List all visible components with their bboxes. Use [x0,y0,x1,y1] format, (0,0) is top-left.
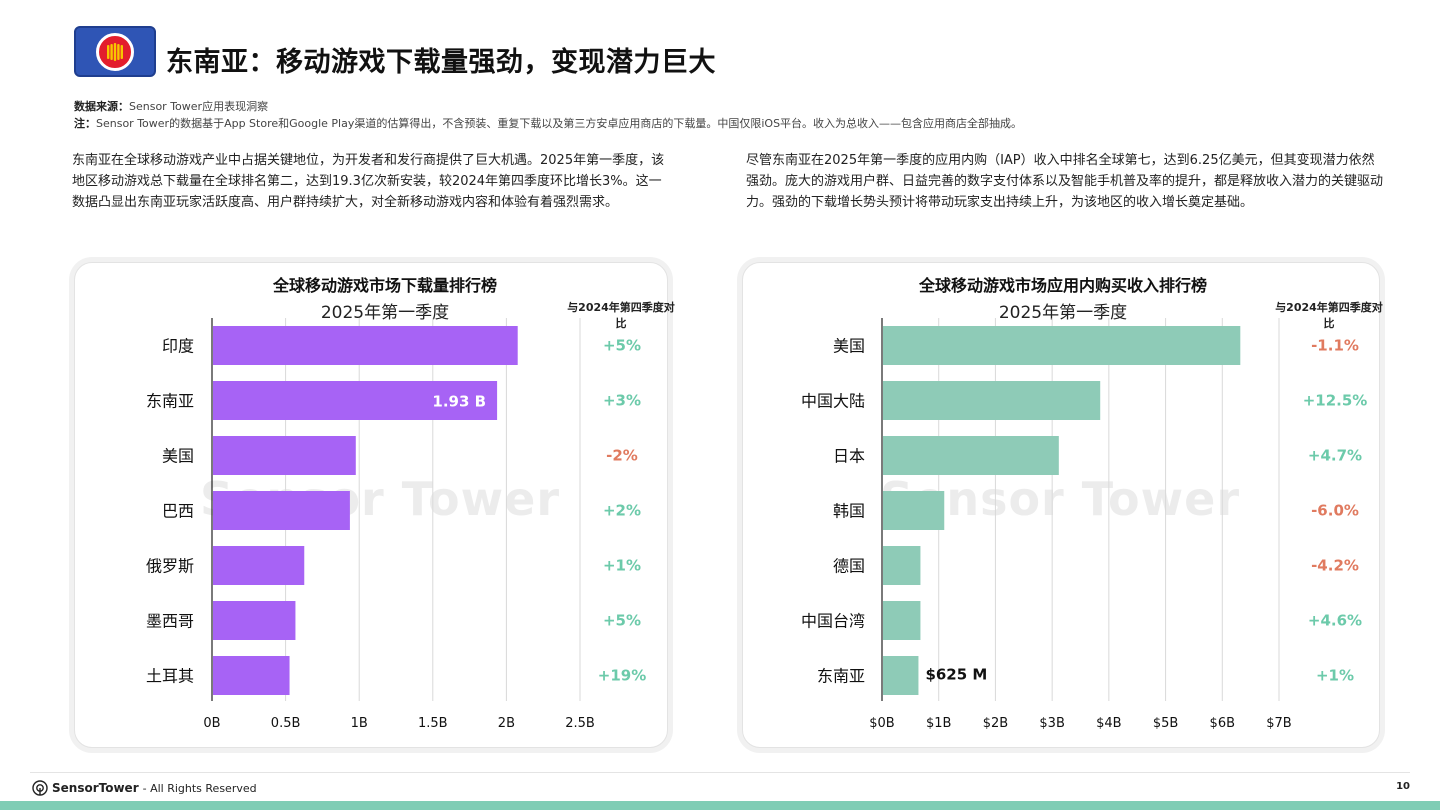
downloads-category-label: 印度 [162,337,194,356]
bottom-accent-strip [0,801,1440,810]
revenue-category-label: 中国台湾 [801,612,865,631]
downloads-yoy-value: -2% [606,447,638,465]
downloads-bar [213,546,305,585]
revenue-yoy-value: +4.7% [1308,447,1362,465]
right-paragraph: 尽管东南亚在2025年第一季度的应用内购（IAP）收入中排名全球第七，达到6.2… [746,153,1384,210]
note-line: 注：Sensor Tower的数据基于App Store和Google Play… [74,115,1022,132]
downloads-bar [213,601,296,640]
revenue-bar [883,656,919,695]
revenue-tick-label: $2B [983,716,1008,731]
downloads-category-label: 墨西哥 [146,612,194,631]
source-line: 数据来源：Sensor Tower应用表现洞察 [74,98,1022,115]
source-text: Sensor Tower应用表现洞察 [129,100,269,113]
footer: SensorTower - All Rights Reserved [32,780,257,796]
downloads-category-label: 美国 [162,447,194,466]
revenue-yoy-header: 与2024年第四季度对比 [1275,301,1383,330]
source-label: 数据来源： [74,100,129,113]
footer-rights: - All Rights Reserved [142,781,257,795]
revenue-bar [883,381,1101,420]
revenue-category-label: 德国 [833,557,865,576]
downloads-chart-title: 全球移动游戏市场下载量排行榜 [272,276,497,295]
downloads-tick-label: 0.5B [271,716,301,731]
downloads-category-label: 土耳其 [146,667,194,686]
downloads-tick-label: 1.5B [418,716,448,731]
revenue-bar [883,546,921,585]
downloads-category-label: 俄罗斯 [146,557,194,576]
revenue-data-label: $625 M [925,666,987,684]
downloads-bar [213,326,518,365]
downloads-yoy-value: +2% [603,502,641,520]
downloads-bar [213,656,290,695]
downloads-tick-label: 2B [498,716,515,731]
downloads-bar [213,491,350,530]
left-paragraph: 东南亚在全球移动游戏产业中占据关键地位，为开发者和发行商提供了巨大机遇。2025… [72,153,665,210]
footer-brand: SensorTower [52,781,139,795]
revenue-yoy-value: +12.5% [1303,392,1368,410]
note-label: 注： [74,117,96,130]
page-number: 10 [1396,781,1410,792]
footer-divider [30,772,1410,773]
downloads-tick-label: 1B [351,716,368,731]
downloads-bar [213,436,356,475]
revenue-category-label: 美国 [833,337,865,356]
asean-logo [74,26,156,77]
revenue-yoy-value: -1.1% [1311,337,1359,355]
revenue-tick-label: $7B [1266,716,1291,731]
revenue-chart-subtitle: 2025年第一季度 [998,303,1128,323]
sensor-tower-logo-icon [32,780,48,796]
downloads-tick-label: 0B [203,716,220,731]
revenue-yoy-value: -6.0% [1311,502,1359,520]
downloads-yoy-value: +19% [598,667,646,685]
downloads-data-label: 1.93 B [432,393,486,411]
revenue-bar [883,491,945,530]
revenue-category-label: 日本 [833,447,865,466]
revenue-tick-label: $3B [1039,716,1064,731]
revenue-yoy-value: +4.6% [1308,612,1362,630]
revenue-bar [883,601,921,640]
revenue-category-label: 东南亚 [817,667,865,686]
revenue-tick-label: $0B [869,716,894,731]
downloads-yoy-value: +3% [603,392,641,410]
revenue-yoy-value: +1% [1316,667,1354,685]
downloads-yoy-value: +1% [603,557,641,575]
downloads-chart-subtitle: 2025年第一季度 [320,303,450,323]
downloads-category-label: 东南亚 [146,392,194,411]
revenue-category-label: 韩国 [833,502,865,521]
downloads-yoy-value: +5% [603,337,641,355]
revenue-category-label: 中国大陆 [801,392,865,411]
page-title: 东南亚：移动游戏下载量强劲，变现潜力巨大 [166,47,716,78]
downloads-yoy-value: +5% [603,612,641,630]
downloads-tick-label: 2.5B [565,716,595,731]
downloads-bar [213,381,498,420]
asean-emblem-icon [96,32,134,71]
downloads-yoy-header: 与2024年第四季度对比 [567,301,675,330]
note-text: Sensor Tower的数据基于App Store和Google Play渠道… [96,117,1023,130]
revenue-tick-label: $5B [1153,716,1178,731]
revenue-yoy-value: -4.2% [1311,557,1359,575]
revenue-bar [883,436,1059,475]
downloads-category-label: 巴西 [162,502,194,521]
revenue-tick-label: $1B [926,716,951,731]
revenue-chart-title: 全球移动游戏市场应用内购买收入排行榜 [918,276,1207,295]
source-notes: 数据来源：Sensor Tower应用表现洞察 注：Sensor Tower的数… [74,98,1022,132]
revenue-tick-label: $4B [1096,716,1121,731]
revenue-tick-label: $6B [1210,716,1235,731]
revenue-bar [883,326,1241,365]
